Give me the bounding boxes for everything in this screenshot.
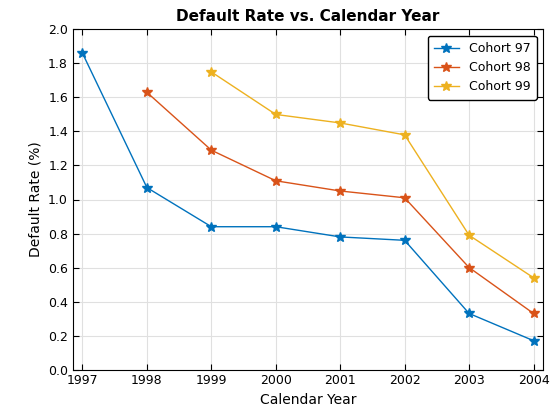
- Y-axis label: Default Rate (%): Default Rate (%): [29, 142, 43, 257]
- Cohort 99: [272, 112, 279, 117]
- Cohort 97: [466, 311, 473, 316]
- Cohort 99: [402, 132, 408, 137]
- Line: Cohort 97: Cohort 97: [78, 48, 538, 346]
- Cohort 97: [402, 238, 408, 243]
- Cohort 98: [143, 90, 150, 95]
- Title: Default Rate vs. Calendar Year: Default Rate vs. Calendar Year: [176, 9, 440, 24]
- Cohort 98: [272, 178, 279, 183]
- Cohort 98: [466, 265, 473, 270]
- X-axis label: Calendar Year: Calendar Year: [260, 393, 356, 407]
- Cohort 97: [337, 234, 344, 239]
- Cohort 99: [337, 121, 344, 126]
- Cohort 99: [530, 275, 537, 280]
- Line: Cohort 98: Cohort 98: [142, 87, 538, 318]
- Cohort 97: [530, 338, 537, 343]
- Cohort 98: [402, 195, 408, 200]
- Cohort 99: [208, 69, 214, 74]
- Cohort 99: [466, 233, 473, 238]
- Cohort 98: [337, 189, 344, 194]
- Line: Cohort 99: Cohort 99: [207, 67, 538, 283]
- Cohort 97: [143, 185, 150, 190]
- Legend: Cohort 97, Cohort 98, Cohort 99: Cohort 97, Cohort 98, Cohort 99: [428, 36, 537, 100]
- Cohort 97: [79, 51, 86, 56]
- Cohort 98: [530, 311, 537, 316]
- Cohort 98: [208, 148, 214, 153]
- Cohort 97: [272, 224, 279, 229]
- Cohort 97: [208, 224, 214, 229]
